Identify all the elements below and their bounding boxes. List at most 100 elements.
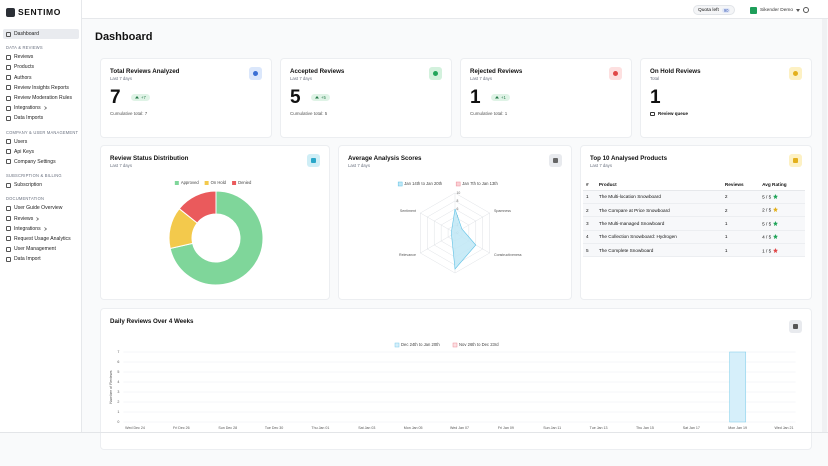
table-cell: 4 / 5 xyxy=(759,230,805,245)
nav-icon xyxy=(6,85,11,91)
user-name: Sikender Demo xyxy=(760,7,794,13)
nav-item[interactable]: Users xyxy=(3,137,79,147)
icon-button[interactable] xyxy=(789,320,802,333)
nav-icon xyxy=(6,236,11,242)
table-cell: The Multi-managed Snowboard xyxy=(595,216,722,231)
card-title: Review Status Distribution xyxy=(110,155,189,162)
stat-icon xyxy=(789,67,802,80)
table-cell: 5 / 5 xyxy=(759,216,805,231)
stat-badge: +7 xyxy=(131,94,150,101)
stat-card: Total Reviews Analyzed Last 7 days 7 +7 Cumu… xyxy=(100,58,272,138)
user-menu[interactable]: Sikender Demo xyxy=(750,5,801,15)
table-cell: 2 / 5 xyxy=(759,203,805,218)
table-cell: The Complete Snowboard xyxy=(595,243,722,258)
table-cell: 1 xyxy=(721,230,760,245)
table-row: 1 The Multi-location Snowboard 2 5 / 5 xyxy=(583,190,805,204)
table-cell: 5 / 5 xyxy=(759,190,805,204)
header-row: # Product Reviews Avg Rating xyxy=(583,179,805,191)
nav-item[interactable]: Company Settings xyxy=(3,157,79,167)
nav-icon xyxy=(6,159,11,165)
card-subtitle: Last 7 days xyxy=(590,163,612,168)
table-cell: The Collection Snowboard: Hydrogen xyxy=(595,230,722,245)
column-header: Avg Rating xyxy=(759,179,805,191)
nav-item[interactable]: Api Keys xyxy=(3,147,79,157)
nav-item[interactable]: Reviews xyxy=(3,52,79,62)
nav-item[interactable]: Review Insights Reports xyxy=(3,83,79,93)
stat-icon xyxy=(249,67,262,80)
stat-value: 5 xyxy=(290,87,301,108)
nav-item[interactable]: Request Usage Analytics xyxy=(3,234,79,244)
column-header: # xyxy=(583,179,596,191)
cell-text: 5 / 5 xyxy=(762,194,772,200)
table-cell: 2 xyxy=(721,190,760,204)
nav-item[interactable]: Integrations xyxy=(3,224,79,234)
stat-title: On Hold Reviews xyxy=(650,68,701,75)
cell-text: 5 / 5 xyxy=(762,221,772,227)
nav-item[interactable]: Dashboard xyxy=(3,29,79,40)
cell-text: 1 xyxy=(724,220,728,226)
nav-section: DOCUMENTATION xyxy=(6,196,45,202)
nav-icon xyxy=(6,226,11,232)
cell-text: The Collection Snowboard: Hydrogen xyxy=(598,234,677,240)
nav-icon xyxy=(6,149,11,155)
nav-label: Reviews xyxy=(14,54,34,61)
nav-item[interactable]: Data Import xyxy=(3,254,79,264)
column-header: Product xyxy=(595,179,722,191)
nav-label: Integrations xyxy=(14,105,41,112)
table-cell: 1 / 5 xyxy=(759,243,805,258)
stat-period: Last 7 days xyxy=(470,76,492,81)
nav: Dashboard DATA & REVIEWS Reviews Products A… xyxy=(3,29,79,264)
stat-value: 7 xyxy=(110,87,121,108)
nav-label: Subscription xyxy=(14,182,43,189)
footer-text: Cumulative total: 1 xyxy=(470,111,508,116)
divider xyxy=(0,432,828,433)
quota[interactable]: Quota left 90 xyxy=(693,5,736,15)
chevron xyxy=(43,106,47,110)
nav-section: SUBSCRIPTION & BILLING xyxy=(6,173,62,179)
stat-card: Rejected Reviews Last 7 days 1 +1 Cumulative… xyxy=(460,58,632,138)
nav-item[interactable]: Products xyxy=(3,62,79,72)
nav-label: Integrations xyxy=(14,225,41,232)
nav-label: Api Keys xyxy=(14,148,35,155)
cell-text: 2 xyxy=(724,207,728,213)
settings[interactable] xyxy=(802,6,810,14)
arrow-icon xyxy=(315,95,319,98)
nav-item[interactable]: User Management xyxy=(3,244,79,254)
table-cell: 3 xyxy=(583,216,596,231)
nav-item[interactable]: Integrations xyxy=(3,103,79,113)
nav-label: User Management xyxy=(14,246,56,253)
stat-title: Total Reviews Analyzed xyxy=(110,68,180,75)
nav-item[interactable]: Data Imports xyxy=(3,113,79,123)
nav-item[interactable]: User Guide Overview xyxy=(3,203,79,213)
star-icon xyxy=(773,193,779,199)
icon-button[interactable] xyxy=(789,154,802,167)
nav-icon xyxy=(6,95,11,101)
nav-item[interactable]: Review Moderation Rules xyxy=(3,93,79,103)
card: Average Analysis Scores Last 7 days xyxy=(338,145,572,300)
nav-label: Review Insights Reports xyxy=(14,84,69,91)
nav-icon xyxy=(6,182,11,188)
cell-text: 2 xyxy=(724,194,728,200)
cell-text: 5 xyxy=(586,247,589,253)
card-title: Average Analysis Scores xyxy=(348,155,422,162)
stat-period: Last 7 days xyxy=(290,76,312,81)
nav-icon xyxy=(6,105,11,111)
cell-text: The Complete Snowboard xyxy=(598,247,654,253)
nav-item[interactable]: Authors xyxy=(3,73,79,83)
topbar: Quota left 90 Sikender Demo xyxy=(82,0,828,19)
nav-section: COMPANY & USER MANAGEMENT xyxy=(6,129,79,135)
quota-value: 90 xyxy=(721,7,731,13)
nav-label: Products xyxy=(14,64,35,71)
nav-item[interactable]: Subscription xyxy=(3,180,79,190)
icon-button[interactable] xyxy=(307,154,320,167)
icon-button[interactable] xyxy=(549,154,562,167)
nav-label: Authors xyxy=(14,74,32,81)
sidebar: SENTIMO Dashboard DATA & REVIEWS Reviews P… xyxy=(0,0,82,432)
nav-item[interactable]: Reviews xyxy=(3,213,79,223)
brand[interactable]: SENTIMO xyxy=(6,7,61,17)
arrow-icon xyxy=(495,95,499,98)
products-table: # Product Reviews Avg Rating 1 The Multi-loca… xyxy=(583,179,805,258)
arrow-icon xyxy=(135,95,139,98)
table-cell: 2 xyxy=(721,203,760,218)
